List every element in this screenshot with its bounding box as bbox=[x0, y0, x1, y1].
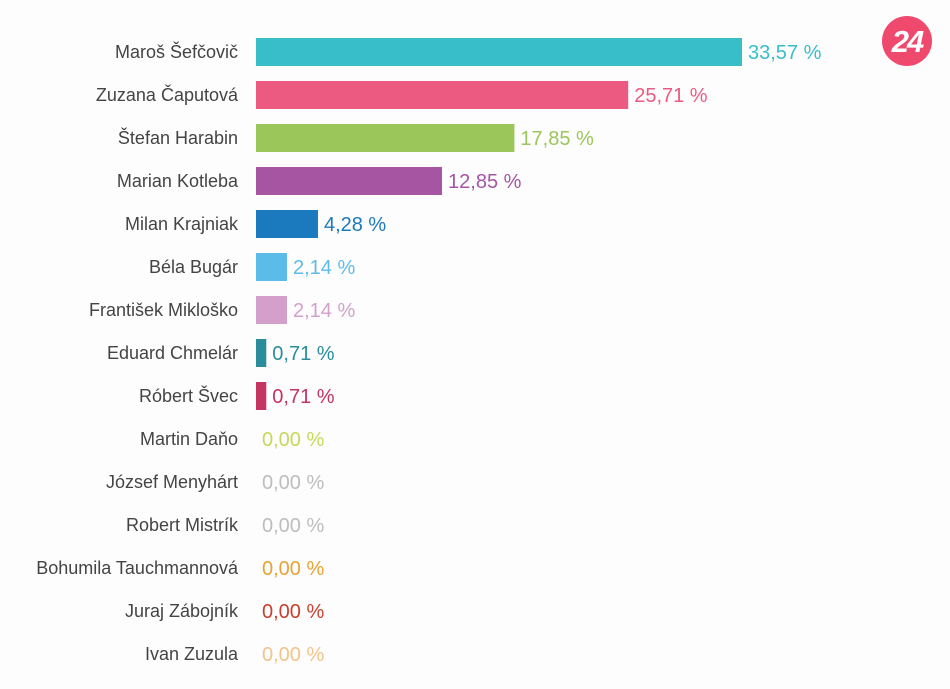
value-label: 2,14 % bbox=[293, 300, 355, 322]
value-label: 0,00 % bbox=[262, 472, 324, 494]
bar[interactable] bbox=[256, 124, 515, 152]
value-label: 0,00 % bbox=[262, 558, 324, 580]
bar[interactable] bbox=[256, 167, 443, 195]
value-label: 0,00 % bbox=[262, 601, 324, 623]
bar[interactable] bbox=[256, 81, 629, 109]
value-label: 0,71 % bbox=[272, 343, 334, 365]
category-label: Róbert Švec bbox=[139, 385, 238, 406]
bar[interactable] bbox=[256, 210, 318, 238]
bar[interactable] bbox=[256, 253, 287, 281]
value-label: 12,85 % bbox=[448, 171, 522, 193]
value-label: 33,57 % bbox=[748, 42, 822, 64]
value-label: 17,85 % bbox=[520, 128, 594, 150]
category-label: Zuzana Čaputová bbox=[96, 84, 239, 105]
bar[interactable] bbox=[256, 339, 267, 367]
category-label: František Mikloško bbox=[89, 300, 238, 320]
value-label: 4,28 % bbox=[324, 214, 386, 236]
category-label: Ivan Zuzula bbox=[145, 644, 239, 664]
value-label: 0,00 % bbox=[262, 429, 324, 451]
brand-logo-text: 24 bbox=[891, 23, 925, 59]
category-label: Martin Daňo bbox=[140, 429, 238, 449]
value-label: 25,71 % bbox=[634, 85, 708, 107]
category-label: Robert Mistrík bbox=[126, 515, 239, 535]
category-label: Maroš Šefčovič bbox=[115, 41, 238, 62]
category-label: Béla Bugár bbox=[149, 257, 238, 277]
category-label: Bohumila Tauchmannová bbox=[36, 558, 239, 578]
category-label: Juraj Zábojník bbox=[125, 601, 239, 621]
category-label: Marian Kotleba bbox=[117, 171, 239, 191]
category-label: Štefan Harabin bbox=[118, 127, 238, 148]
value-label: 0,71 % bbox=[272, 386, 334, 408]
category-label: Eduard Chmelár bbox=[107, 343, 238, 363]
bar[interactable] bbox=[256, 296, 287, 324]
value-label: 0,00 % bbox=[262, 515, 324, 537]
value-label: 0,00 % bbox=[262, 644, 324, 666]
category-label: Milan Krajniak bbox=[125, 214, 239, 234]
bar[interactable] bbox=[256, 38, 742, 66]
brand-logo: 24 bbox=[882, 16, 932, 66]
category-label: József Menyhárt bbox=[106, 472, 238, 492]
bar[interactable] bbox=[256, 382, 267, 410]
value-label: 2,14 % bbox=[293, 257, 355, 279]
